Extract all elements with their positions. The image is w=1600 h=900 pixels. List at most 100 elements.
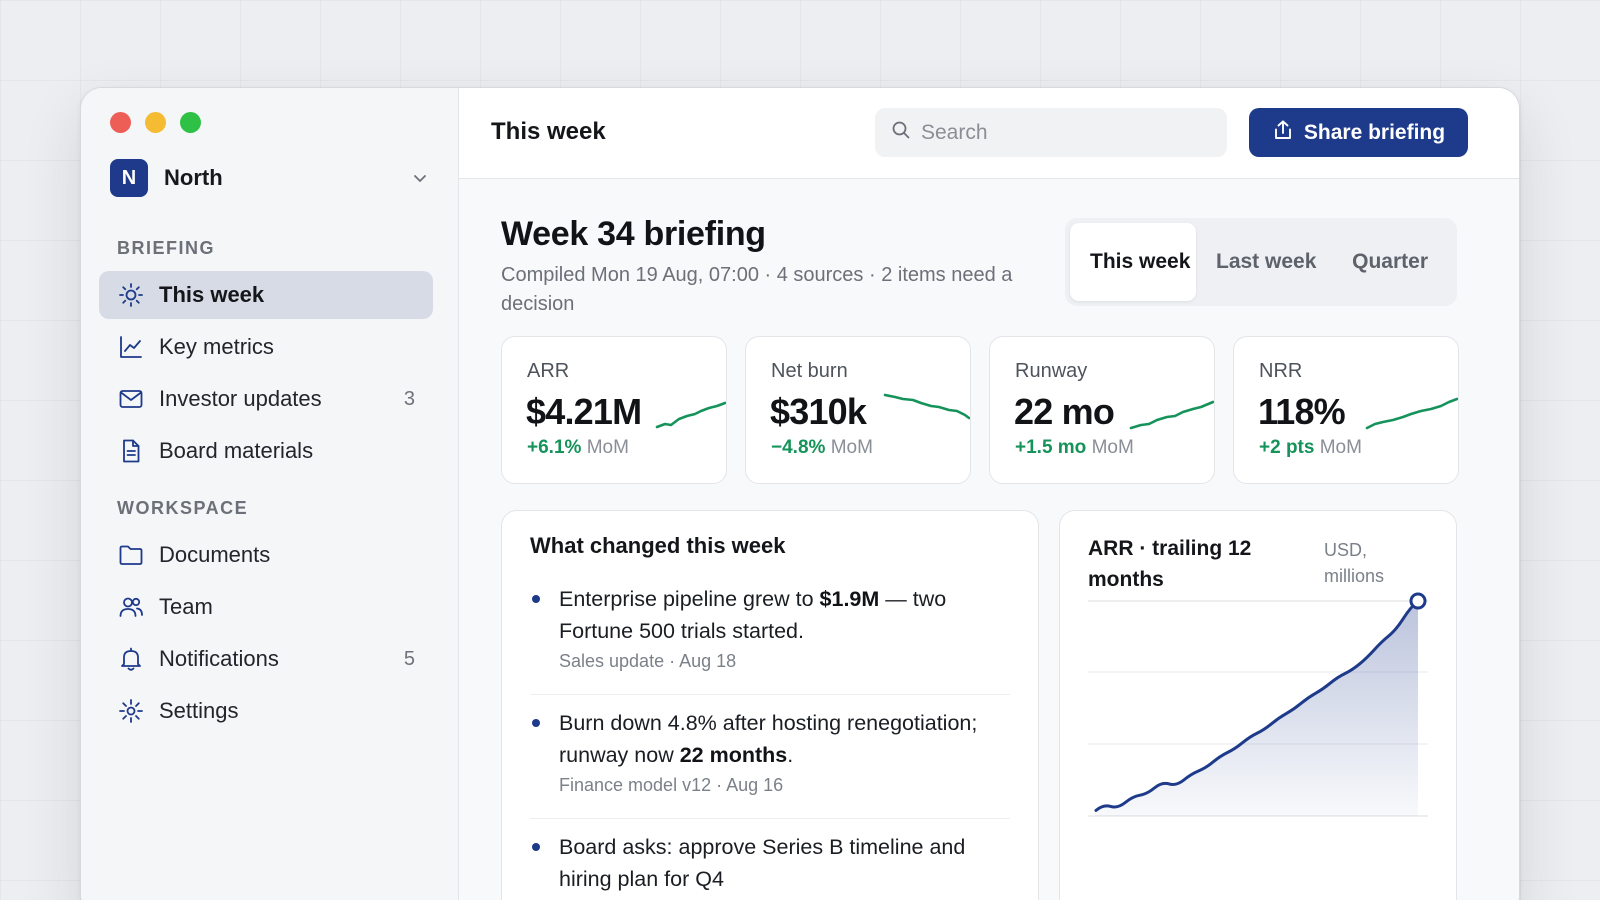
metric-label: ARR: [527, 360, 570, 382]
arr-chart-card: ARR · trailing 12 months USD, millions: [1059, 510, 1457, 900]
org-switcher[interactable]: N North: [110, 159, 430, 197]
change-text-post: .: [787, 743, 794, 767]
sidebar-item-settings[interactable]: Settings: [99, 687, 433, 735]
metric-value: $310k: [770, 391, 867, 432]
chart-unit-label: USD, millions: [1324, 540, 1385, 586]
change-text-pre: Enterprise pipeline grew to: [559, 587, 820, 611]
main-content: This week Share briefing Week 34 briefi: [459, 88, 1519, 900]
bullet-dot: [532, 843, 540, 851]
folder-icon: [117, 541, 145, 569]
window-controls: [110, 112, 201, 133]
sidebar-item-label: Notifications: [159, 646, 279, 671]
search-icon: [891, 120, 911, 145]
briefing-subtitle: Compiled Mon 19 Aug, 07:00 · 4 sources ·…: [501, 264, 1013, 315]
metric-value: $4.21M: [526, 391, 642, 432]
metric-delta-unit: MoM: [1319, 437, 1362, 458]
org-avatar: N: [110, 159, 148, 197]
change-text-post: — two Fortune 500 trials started.: [559, 587, 947, 643]
share-briefing-button[interactable]: Share briefing: [1249, 108, 1468, 157]
zoom-window-button[interactable]: [180, 112, 201, 133]
topbar: This week Share briefing: [459, 88, 1519, 179]
change-text: Board asks: approve Series B timeline an…: [559, 831, 1010, 895]
metric-delta-value: +2 pts: [1259, 437, 1315, 458]
sidebar-item-team[interactable]: Team: [99, 583, 433, 631]
line-chart-icon: [117, 333, 145, 361]
metric-card-nrr[interactable]: NRR 118% +2 pts MoM: [1233, 336, 1459, 484]
section-label-briefing: BRIEFING: [117, 238, 216, 258]
sidebar-item-this-week[interactable]: This week: [99, 271, 433, 319]
metric-value: 118%: [1258, 391, 1346, 432]
chart-title: ARR · trailing 12 months: [1088, 537, 1252, 591]
metric-delta: +1.5 mo MoM: [1015, 437, 1134, 459]
share-icon: [1272, 119, 1294, 147]
sidebar-item-label: Board materials: [159, 438, 314, 463]
metric-delta-value: +1.5 mo: [1015, 437, 1087, 458]
mail-icon: [117, 385, 145, 413]
metric-label: NRR: [1259, 360, 1303, 382]
sidebar-item-label: Settings: [159, 698, 239, 723]
list-item[interactable]: Burn down 4.8% after hosting renegotiati…: [530, 707, 1010, 819]
users-icon: [117, 593, 145, 621]
list-item[interactable]: Enterprise pipeline grew to $1.9M — two …: [530, 583, 1010, 695]
change-text: Burn down 4.8% after hosting renegotiati…: [559, 707, 1010, 771]
arr-area-fill: [1096, 601, 1418, 816]
change-text-highlight: $1.9M: [819, 587, 880, 611]
sidebar-item-label: Team: [159, 594, 213, 619]
app-window: N North BRIEFING This week: [80, 87, 1520, 900]
metric-card-arr[interactable]: ARR $4.21M +6.1% MoM: [501, 336, 727, 484]
metric-label: Runway: [1015, 360, 1088, 382]
metric-card-runway[interactable]: Runway 22 mo +1.5 mo MoM: [989, 336, 1215, 484]
page-title: This week: [491, 118, 606, 145]
tab-quarter[interactable]: Quarter: [1352, 250, 1428, 273]
search-input[interactable]: [921, 120, 1201, 145]
sidebar-item-label: Key metrics: [159, 334, 274, 359]
metric-delta-unit: MoM: [1091, 437, 1134, 458]
range-segmented-control: This week Last week Quarter: [1065, 218, 1457, 306]
metric-value: 22 mo: [1014, 391, 1115, 432]
sidebar-item-notifications[interactable]: Notifications 5: [99, 635, 433, 683]
change-text-highlight: 22 months: [679, 743, 788, 767]
list-item[interactable]: Board asks: approve Series B timeline an…: [530, 831, 1010, 900]
change-text: Enterprise pipeline grew to $1.9M — two …: [559, 583, 1010, 647]
metric-label: Net burn: [771, 360, 848, 382]
minimize-window-button[interactable]: [145, 112, 166, 133]
briefing-title: Week 34 briefing: [501, 215, 766, 253]
sun-icon: [117, 281, 145, 309]
sidebar-item-label: Documents: [159, 542, 271, 567]
metric-delta-value: −4.8%: [771, 437, 826, 458]
document-icon: [117, 437, 145, 465]
search-box[interactable]: [875, 108, 1227, 157]
metric-delta-unit: MoM: [830, 437, 873, 458]
metric-delta: +6.1% MoM: [527, 437, 629, 459]
sparkline: [883, 393, 970, 420]
sidebar-item-board-materials[interactable]: Board materials: [99, 427, 433, 475]
bullet-dot: [532, 719, 540, 727]
gear-icon: [117, 697, 145, 725]
metric-card-net-burn[interactable]: Net burn $310k −4.8% MoM: [745, 336, 971, 484]
chevron-down-icon: [410, 168, 430, 188]
close-window-button[interactable]: [110, 112, 131, 133]
change-text-pre: Burn down 4.8% after hosting renegotiati…: [559, 711, 978, 767]
metric-delta-value: +6.1%: [527, 437, 582, 458]
sidebar-item-documents[interactable]: Documents: [99, 531, 433, 579]
section-label-workspace: WORKSPACE: [117, 498, 249, 518]
sparkline: [1365, 397, 1458, 430]
change-source: Finance model v12 · Aug 16: [559, 775, 784, 795]
arr-latest-point[interactable]: [1409, 592, 1427, 610]
what-changed-card: What changed this week Enterprise pipeli…: [501, 510, 1039, 900]
org-name: North: [164, 165, 223, 190]
change-source: Sales update · Aug 18: [559, 651, 737, 671]
tab-this-week[interactable]: This week: [1070, 223, 1196, 301]
sparkline: [1129, 400, 1214, 430]
tab-last-week[interactable]: Last week: [1216, 250, 1317, 273]
bell-icon: [117, 645, 145, 673]
sidebar-item-investor-updates[interactable]: Investor updates 3: [99, 375, 433, 423]
metric-delta: −4.8% MoM: [771, 437, 873, 459]
sidebar-item-label: This week: [159, 282, 265, 307]
arr-area-chart: [1088, 592, 1428, 817]
bullet-dot: [532, 595, 540, 603]
sidebar-item-key-metrics[interactable]: Key metrics: [99, 323, 433, 371]
unread-count-badge: 3: [403, 387, 415, 410]
arr-series-line: [1094, 599, 1420, 812]
unread-count-badge: 5: [403, 647, 415, 670]
